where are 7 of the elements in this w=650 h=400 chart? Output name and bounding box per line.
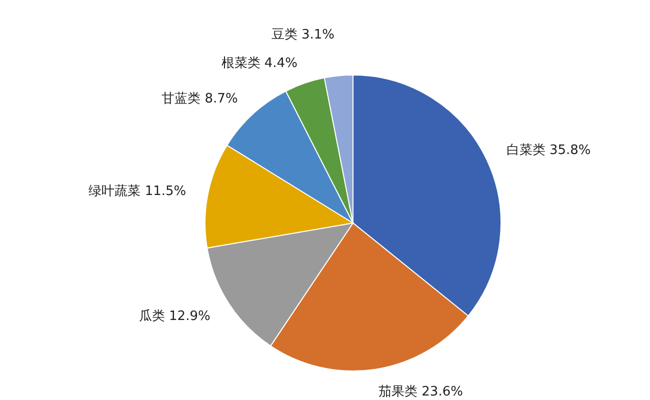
slice-label: 白菜类 35.8% xyxy=(506,143,591,158)
slice-label: 绿叶蔬菜 11.5% xyxy=(88,184,186,200)
slice-label: 根菜类 4.4% xyxy=(221,56,298,71)
slice-label: 豆类 3.1% xyxy=(271,27,335,42)
slice-label: 甘蓝类 8.7% xyxy=(162,92,238,107)
slice-label: 茄果类 23.6% xyxy=(378,384,463,400)
slice-label: 瓜类 12.9% xyxy=(138,308,210,324)
